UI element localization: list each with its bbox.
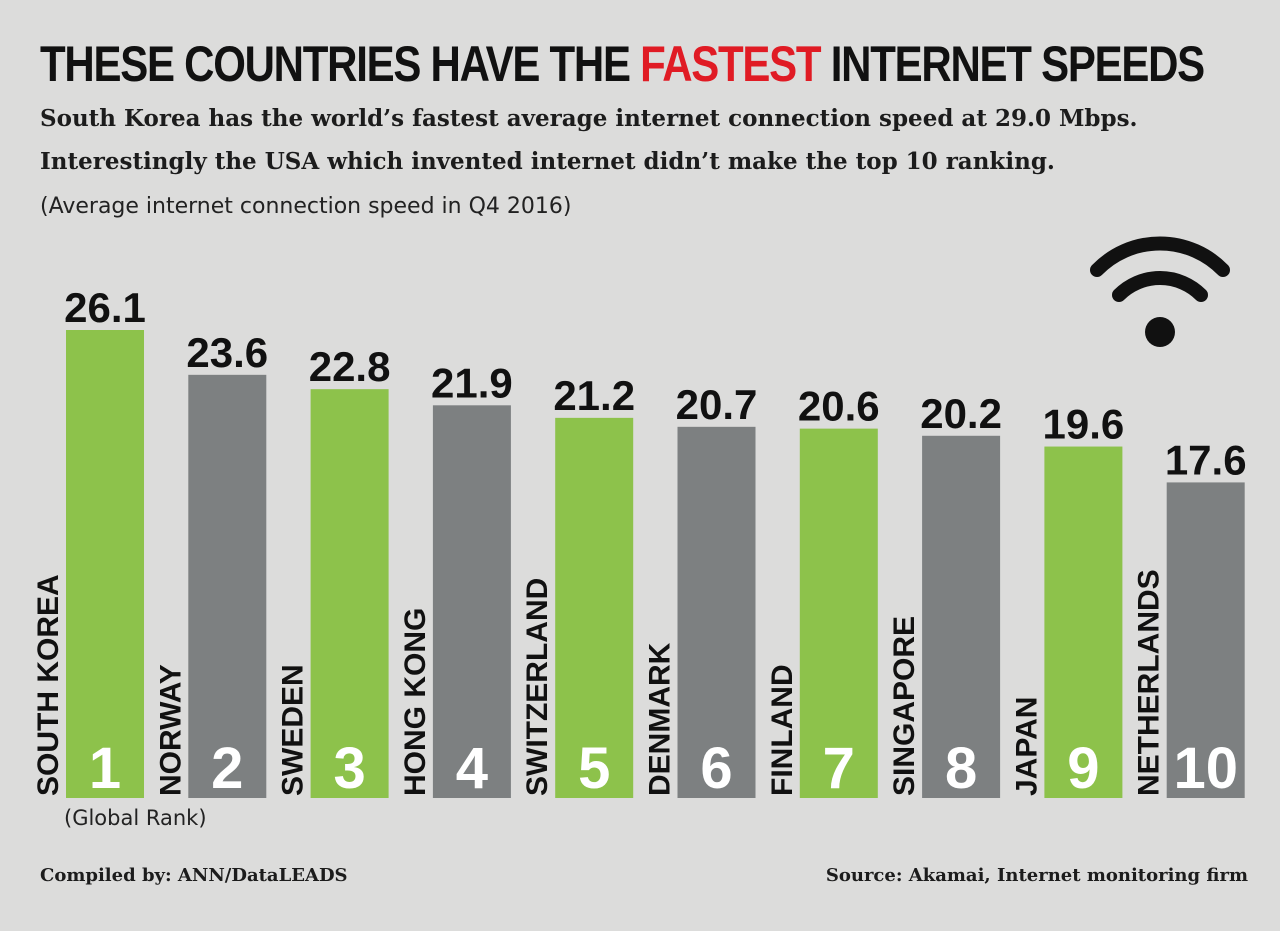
- chart-subtitle: South Korea has the world’s fastest aver…: [40, 97, 1270, 183]
- rank-label-9: 9: [1067, 736, 1099, 801]
- category-label-1: SOUTH KOREA: [32, 574, 65, 796]
- source-note: Source: Akamai, Internet monitoring firm: [825, 865, 1248, 886]
- rank-label-6: 6: [700, 736, 732, 801]
- category-label-4: HONG KONG: [399, 608, 432, 796]
- value-label-3: 22.8: [309, 343, 391, 390]
- rank-label-4: 4: [456, 736, 488, 801]
- bar-9: [1044, 446, 1123, 798]
- category-label-10: NETHERLANDS: [1133, 569, 1166, 796]
- title-part-1: THESE COUNTRIES HAVE THE: [40, 36, 641, 92]
- value-label-9: 19.6: [1043, 401, 1125, 448]
- rank-label-10: 10: [1173, 736, 1238, 801]
- value-label-6: 20.7: [676, 381, 758, 428]
- bar-3: [310, 389, 389, 798]
- chart-title: THESE COUNTRIES HAVE THE FASTEST INTERNE…: [40, 34, 1205, 94]
- value-label-1: 26.1: [64, 284, 146, 331]
- subtitle-line-1: South Korea has the world’s fastest aver…: [40, 105, 1138, 132]
- value-label-2: 23.6: [186, 329, 268, 376]
- category-label-8: SINGAPORE: [888, 616, 921, 796]
- rank-label-3: 3: [333, 736, 365, 801]
- chart-note: (Average internet connection speed in Q4…: [40, 194, 572, 219]
- category-label-5: SWITZERLAND: [521, 578, 554, 796]
- value-label-5: 21.2: [553, 372, 635, 419]
- rank-label-1: 1: [89, 736, 121, 801]
- compiled-by: Compiled by: ANN/DataLEADS: [40, 865, 348, 886]
- category-label-3: SWEDEN: [277, 664, 310, 796]
- bar-1: [66, 330, 144, 798]
- category-label-6: DENMARK: [644, 642, 677, 796]
- wifi-icon: [1090, 236, 1230, 347]
- bar-8: [922, 435, 1001, 798]
- category-label-9: JAPAN: [1010, 697, 1043, 796]
- bar-5: [555, 417, 634, 798]
- bar-10: [1166, 482, 1245, 798]
- rank-label-8: 8: [945, 736, 977, 801]
- rank-label-2: 2: [211, 736, 243, 801]
- value-label-8: 20.2: [920, 390, 1002, 437]
- title-highlight: FASTEST: [640, 36, 821, 92]
- value-label-4: 21.9: [431, 359, 513, 406]
- category-label-2: NORWAY: [154, 664, 187, 796]
- title-part-2: INTERNET SPEEDS: [820, 36, 1205, 92]
- value-label-7: 20.6: [798, 383, 880, 430]
- bar-7: [799, 428, 878, 798]
- category-label-7: FINLAND: [766, 664, 799, 796]
- value-label-10: 17.6: [1165, 436, 1247, 483]
- bar-2: [188, 374, 267, 798]
- rank-label-7: 7: [823, 736, 855, 801]
- rank-caption: (Global Rank): [64, 806, 207, 830]
- rank-label-5: 5: [578, 736, 610, 801]
- subtitle-line-2: Interestingly the USA which invented int…: [40, 148, 1055, 175]
- bar-4: [432, 405, 511, 798]
- bar-6: [677, 426, 756, 798]
